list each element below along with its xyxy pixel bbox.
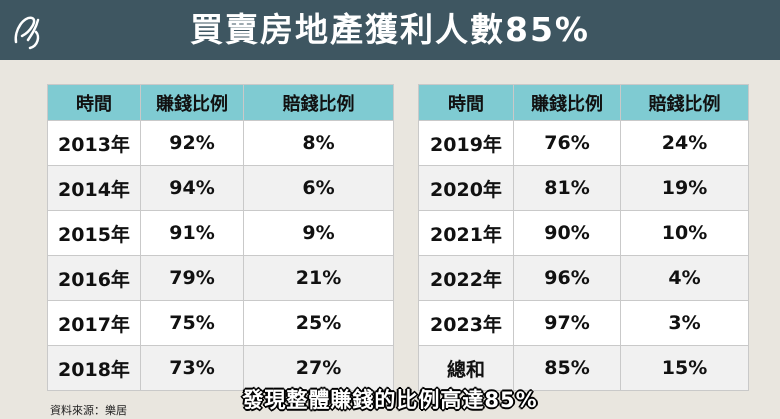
table-cell: 2021年 xyxy=(418,210,514,256)
table-cell: 27% xyxy=(243,345,394,391)
table-cell: 2018年 xyxy=(47,345,141,391)
table-cell: 85% xyxy=(513,345,621,391)
column-header: 賺錢比例 xyxy=(513,84,621,121)
table-cell: 2020年 xyxy=(418,165,514,211)
table-cell: 94% xyxy=(140,165,244,211)
table-row: 2021年 90% 10% xyxy=(418,210,749,256)
logo xyxy=(14,16,40,50)
table-cell: 總和 xyxy=(418,345,514,391)
table-cell: 2022年 xyxy=(418,255,514,301)
table-cell: 97% xyxy=(513,300,621,346)
table-cell: 2017年 xyxy=(47,300,141,346)
header-row: 時間 賺錢比例 賠錢比例 xyxy=(47,84,394,121)
table-cell: 10% xyxy=(620,210,749,256)
table-cell: 6% xyxy=(243,165,394,211)
column-header: 賺錢比例 xyxy=(140,84,244,121)
table-cell: 24% xyxy=(620,120,749,166)
table-cell: 9% xyxy=(243,210,394,256)
table-cell: 2016年 xyxy=(47,255,141,301)
table-cell: 96% xyxy=(513,255,621,301)
table-row: 2020年 81% 19% xyxy=(418,165,749,211)
table-row: 2019年 76% 24% xyxy=(418,120,749,166)
table-cell: 2019年 xyxy=(418,120,514,166)
column-header: 時間 xyxy=(47,84,141,121)
table-cell: 90% xyxy=(513,210,621,256)
table-cell: 2015年 xyxy=(47,210,141,256)
table-cell: 79% xyxy=(140,255,244,301)
table-row: 2013年 92% 8% xyxy=(47,120,394,166)
table-cell: 15% xyxy=(620,345,749,391)
table-row: 2018年 73% 27% xyxy=(47,345,394,391)
table-row: 2014年 94% 6% xyxy=(47,165,394,211)
table-cell: 81% xyxy=(513,165,621,211)
column-header: 賠錢比例 xyxy=(620,84,749,121)
table-row: 2016年 79% 21% xyxy=(47,255,394,301)
column-header: 時間 xyxy=(418,84,514,121)
table-cell: 21% xyxy=(243,255,394,301)
table-row: 2015年 91% 9% xyxy=(47,210,394,256)
source: 資料來源：樂居 xyxy=(50,404,127,417)
table-cell: 4% xyxy=(620,255,749,301)
table-cell: 92% xyxy=(140,120,244,166)
title: 買賣房地產獲利人數85% xyxy=(190,10,590,49)
data-table: 時間 賺錢比例 賠錢比例 2013年 92% 8% 2014年 94% 6% 2015年 91% 9%… xyxy=(47,84,394,391)
header-row: 時間 賺錢比例 賠錢比例 xyxy=(418,84,749,121)
table-cell: 2013年 xyxy=(47,120,141,166)
table-cell: 2023年 xyxy=(418,300,514,346)
table-row: 2023年 97% 3% xyxy=(418,300,749,346)
table-cell: 8% xyxy=(243,120,394,166)
table-cell: 25% xyxy=(243,300,394,346)
table-row: 2017年 75% 25% xyxy=(47,300,394,346)
data-table: 時間 賺錢比例 賠錢比例 2019年 76% 24% 2020年 81% 19% 2021年 90%… xyxy=(418,84,749,391)
table-cell: 75% xyxy=(140,300,244,346)
header-bar: 買賣房地產獲利人數85% xyxy=(0,0,780,60)
table-cell: 76% xyxy=(513,120,621,166)
table-row: 2022年 96% 4% xyxy=(418,255,749,301)
column-header: 賠錢比例 xyxy=(243,84,394,121)
table-row: 總和 85% 15% xyxy=(418,345,749,391)
table-cell: 91% xyxy=(140,210,244,256)
subtitle: 發現整體賺錢的比例高達85% xyxy=(242,388,538,412)
table-cell: 19% xyxy=(620,165,749,211)
table-cell: 3% xyxy=(620,300,749,346)
table-cell: 2014年 xyxy=(47,165,141,211)
